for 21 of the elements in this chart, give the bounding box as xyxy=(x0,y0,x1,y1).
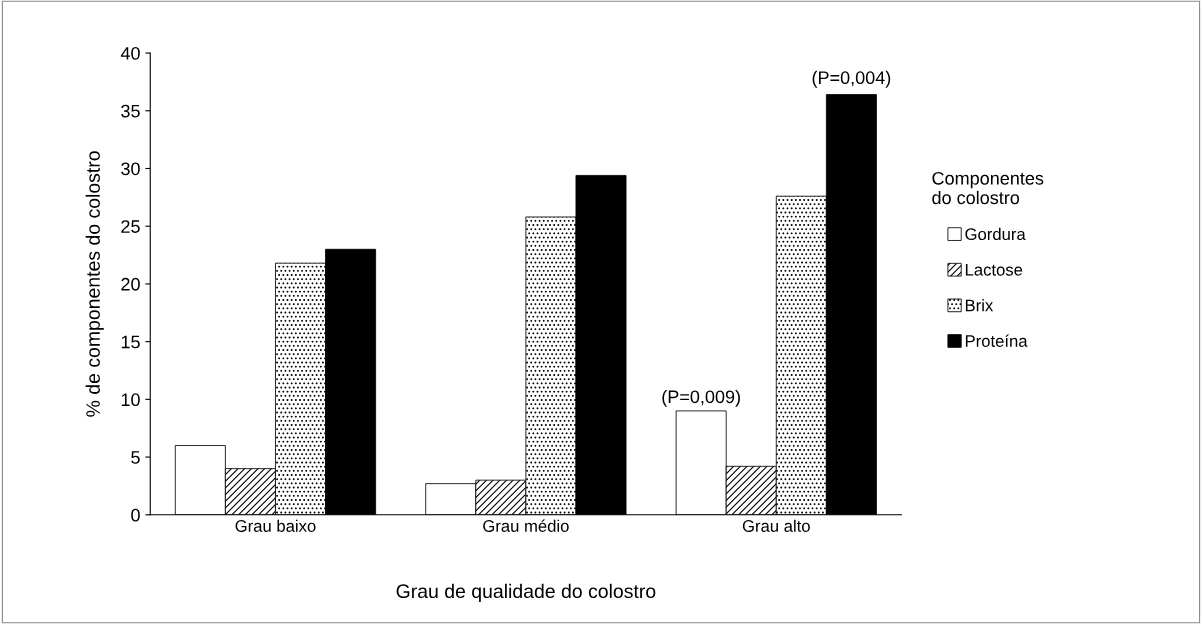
y-tick-label: 20 xyxy=(121,277,140,291)
y-tick-label: 10 xyxy=(121,393,140,407)
y-tick-label: 5 xyxy=(131,451,140,464)
x-axis-title: Grau de qualidade do colostro xyxy=(396,583,656,602)
x-tick-label: Grau alto xyxy=(742,519,810,532)
y-tick-label: 40 xyxy=(120,46,140,60)
annotation: (P=0,004) xyxy=(812,70,891,88)
y-axis-title: % de componentes do colostro xyxy=(85,151,104,417)
y-tick-label: 30 xyxy=(121,162,140,176)
legend-label: Brix xyxy=(965,299,994,312)
annotation: (P=0,009) xyxy=(662,389,740,407)
x-tick-label: Grau baixo xyxy=(235,519,316,532)
legend-label: Gordura xyxy=(965,227,1026,241)
y-tick-label: 15 xyxy=(121,335,140,349)
y-tick-label: 0 xyxy=(131,508,140,522)
legend-label: Proteína xyxy=(965,334,1028,347)
y-tick-label: 35 xyxy=(121,104,140,118)
legend-title: Componentes do colostro xyxy=(932,171,1044,205)
y-tick-label: 25 xyxy=(121,220,140,233)
x-tick-label: Grau médio xyxy=(483,519,569,532)
legend-label: Lactose xyxy=(965,264,1023,276)
